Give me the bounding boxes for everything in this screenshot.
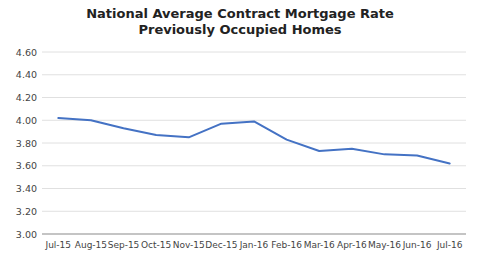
y-tick-label: 3.20 xyxy=(16,206,37,217)
x-tick-label: Mar-16 xyxy=(304,240,335,250)
grid-line xyxy=(42,234,466,235)
chart-container: National Average Contract Mortgage RateP… xyxy=(0,0,480,260)
y-tick-label: 4.40 xyxy=(16,69,37,80)
title: National Average Contract Mortgage RateP… xyxy=(86,6,394,37)
y-tick-label: 3.80 xyxy=(16,138,37,149)
x-tick-label: Aug-15 xyxy=(75,240,107,250)
chart: National Average Contract Mortgage RateP… xyxy=(0,0,480,260)
line xyxy=(58,118,449,163)
grid-line xyxy=(42,74,466,75)
x-axis-line xyxy=(42,234,466,235)
x-tick-label: Feb-16 xyxy=(271,240,302,250)
x-tick-label: Dec-15 xyxy=(205,240,237,250)
x-tick-label: Nov-15 xyxy=(173,240,205,250)
y-tick-label: 3.40 xyxy=(16,183,37,194)
x-tick-label: Jun-16 xyxy=(402,240,432,250)
grid-line xyxy=(42,165,466,166)
grid-line xyxy=(42,97,466,98)
x-tick-label: Apr-16 xyxy=(337,240,367,250)
x-tick-label: Jan-16 xyxy=(239,240,269,250)
x-tick-label: Jul-15 xyxy=(45,240,72,250)
y-tick-label: 3.60 xyxy=(16,160,37,171)
grid xyxy=(42,52,466,234)
y-tick-label: 4.20 xyxy=(16,92,37,103)
grid-line xyxy=(42,188,466,189)
y-tick-label: 4.60 xyxy=(16,47,37,58)
grid-line xyxy=(42,143,466,144)
grid-line xyxy=(42,52,466,53)
grid-line xyxy=(42,211,466,212)
plot-area xyxy=(58,118,449,163)
y-tick-label: 4.00 xyxy=(16,115,37,126)
x-tick-label: Sep-15 xyxy=(108,240,140,250)
y-tick-label: 3.00 xyxy=(16,229,37,240)
x-tick-label: Jul-16 xyxy=(436,240,463,250)
x-tick-label: May-16 xyxy=(368,240,401,250)
x-tick-label: Oct-15 xyxy=(141,240,171,250)
